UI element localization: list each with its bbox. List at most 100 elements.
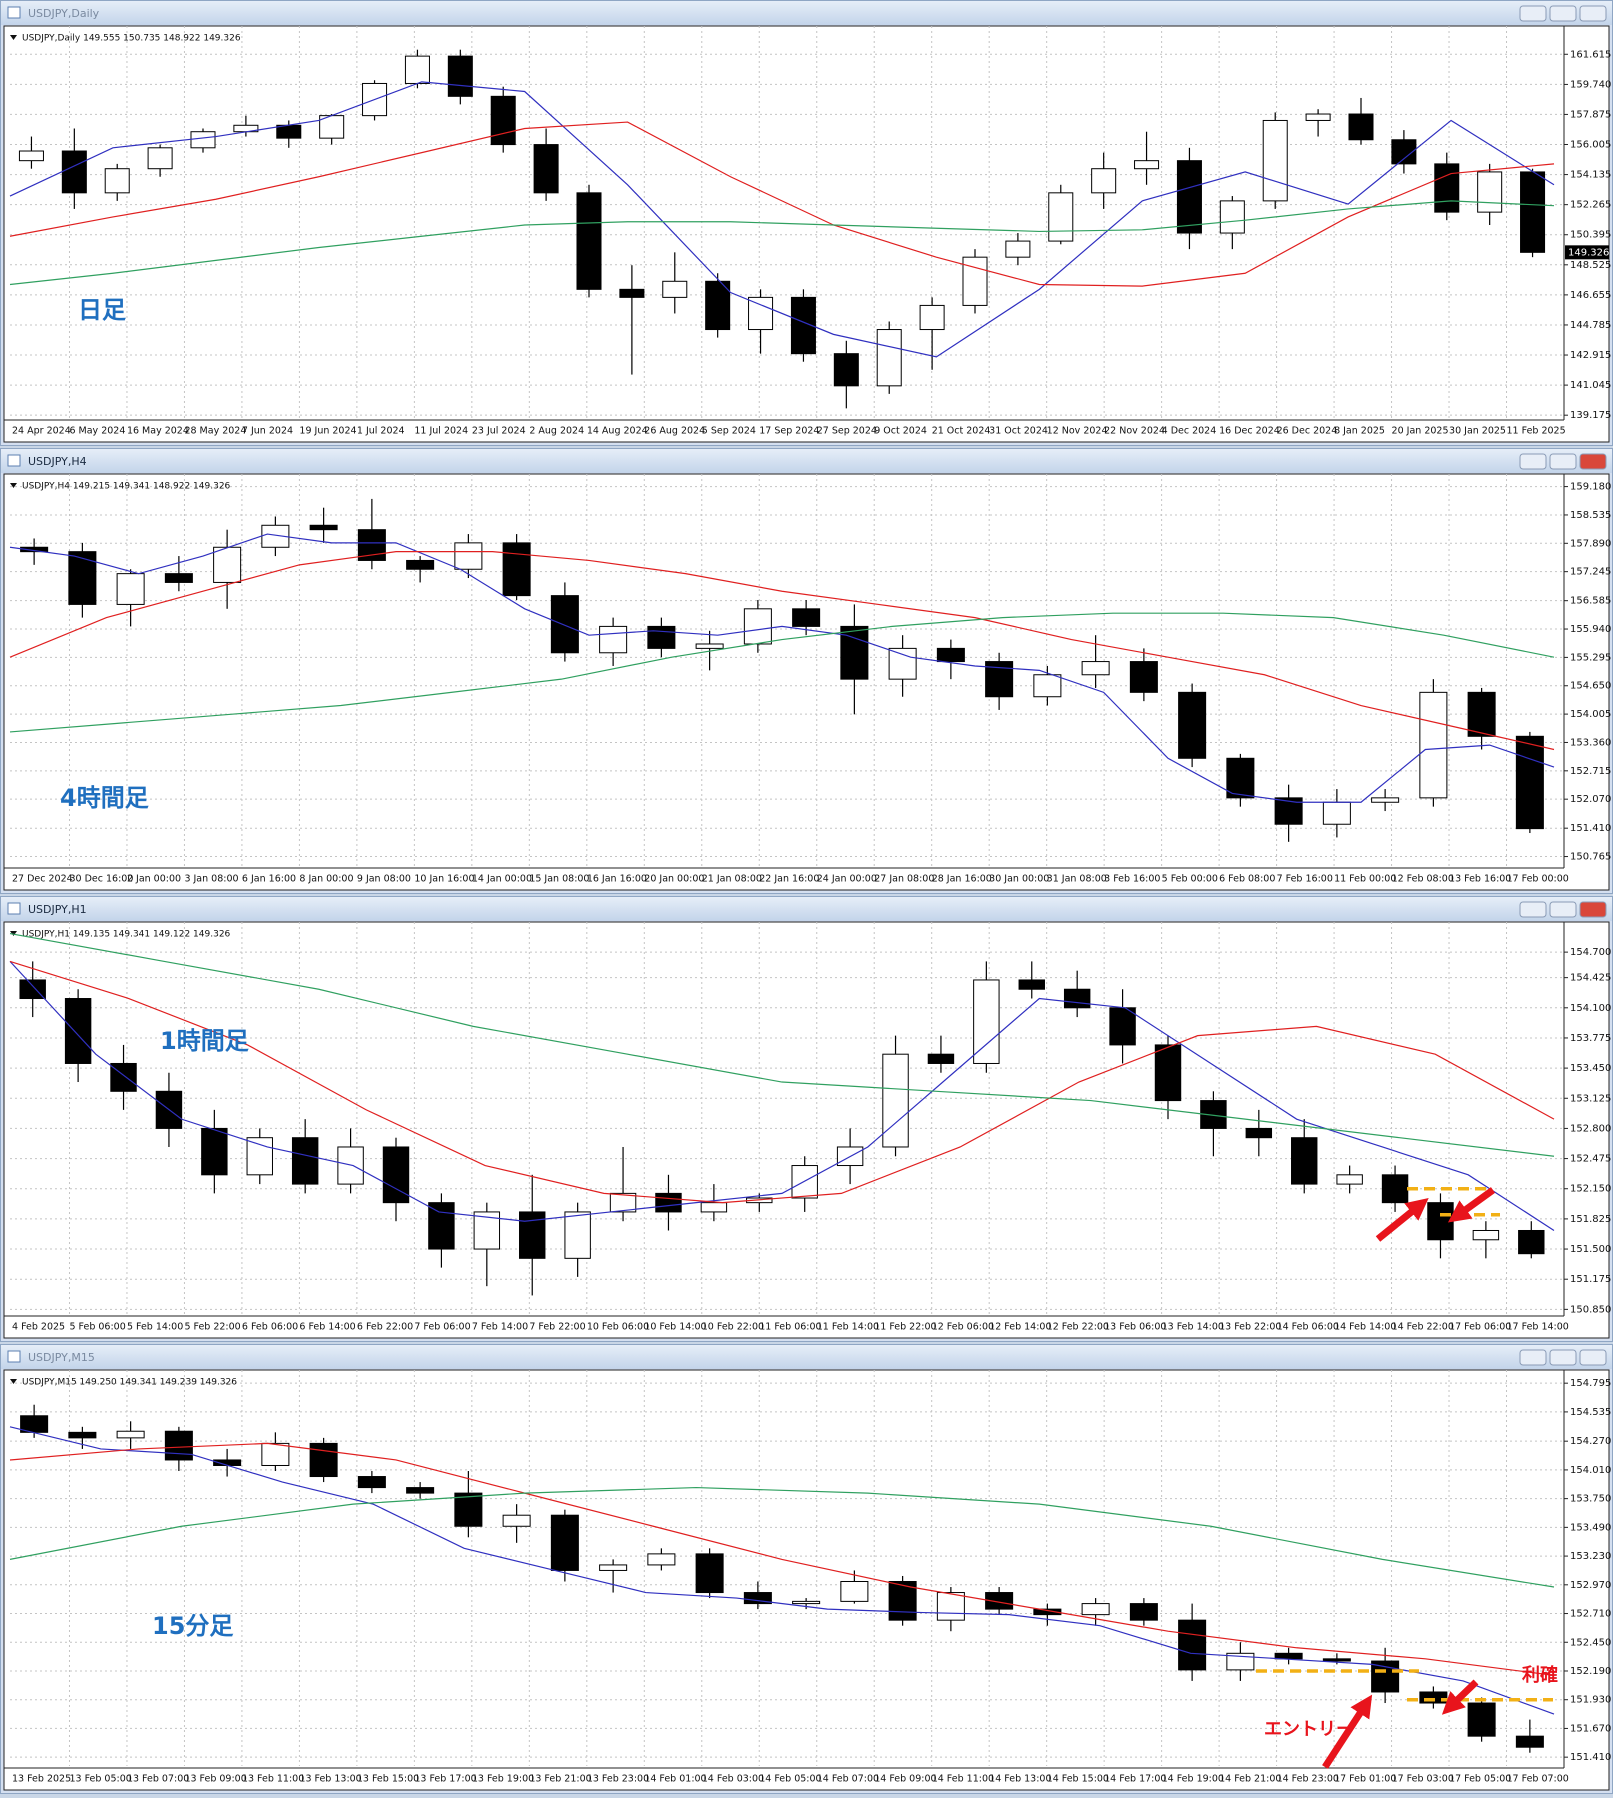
candle-body	[743, 1592, 772, 1605]
x-tick-label: 2 Jan 00:00	[127, 874, 181, 885]
y-tick-label: 146.655	[1570, 290, 1611, 301]
y-tick-label: 157.875	[1570, 109, 1611, 120]
candle-body	[973, 979, 1000, 1064]
y-tick-label: 151.930	[1570, 1695, 1611, 1706]
y-tick-label: 151.670	[1570, 1723, 1611, 1734]
candle-body	[1219, 200, 1245, 234]
x-tick-label: 6 Feb 22:00	[357, 1322, 413, 1333]
window-button[interactable]	[1579, 5, 1607, 22]
candle-body	[406, 559, 435, 570]
chart-area	[3, 921, 1610, 1339]
timeframe-label: 1時間足	[160, 1027, 249, 1055]
x-tick-label: 12 Feb 22:00	[1047, 1322, 1109, 1333]
candle-body	[1419, 691, 1448, 799]
candle-body	[1381, 1174, 1409, 1204]
y-tick-label: 159.180	[1570, 482, 1611, 493]
arrow	[1447, 1187, 1496, 1223]
candle-body	[927, 1053, 955, 1064]
y-tick-label: 148.525	[1570, 260, 1611, 271]
window-button[interactable]	[1579, 901, 1607, 918]
x-tick-label: 14 Feb 07:00	[817, 1774, 879, 1785]
x-tick-label: 13 Feb 06:00	[1104, 1322, 1166, 1333]
candle-body	[201, 1127, 228, 1176]
candle-body	[1005, 240, 1031, 258]
window-button[interactable]	[1519, 453, 1547, 470]
candle-body	[406, 1487, 435, 1494]
chart-area	[3, 25, 1610, 443]
candle-body	[164, 1430, 193, 1461]
window-button[interactable]	[1519, 1349, 1547, 1366]
x-tick-label: 6 Feb 06:00	[242, 1322, 298, 1333]
candle-body	[550, 1514, 579, 1571]
x-tick-label: 5 Feb 00:00	[1162, 874, 1218, 885]
x-tick-label: 28 May 2024	[184, 426, 246, 437]
y-tick-label: 159.740	[1570, 79, 1611, 90]
candle-body	[1178, 1619, 1207, 1671]
x-tick-label: 23 Jul 2024	[472, 426, 526, 437]
candle-body	[1129, 661, 1158, 693]
y-tick-label: 142.915	[1570, 350, 1611, 361]
candle-body	[1274, 1652, 1303, 1660]
x-tick-label: 16 Jan 16:00	[587, 874, 647, 885]
y-tick-label: 151.410	[1570, 823, 1611, 834]
window-button[interactable]	[1579, 453, 1607, 470]
x-tick-label: 14 Feb 17:00	[1104, 1774, 1166, 1785]
candle-body	[1178, 691, 1207, 759]
candle-body	[1322, 801, 1351, 825]
candle-body	[962, 256, 988, 306]
x-tick-label: 17 Feb 05:00	[1449, 1774, 1511, 1785]
window-button[interactable]	[1549, 5, 1577, 22]
window-button[interactable]	[1549, 901, 1577, 918]
y-tick-label: 150.395	[1570, 230, 1611, 241]
y-tick-label: 151.410	[1570, 1752, 1611, 1763]
x-tick-label: 26 Aug 2024	[644, 426, 705, 437]
x-tick-label: 15 Jan 08:00	[529, 874, 589, 885]
arrow	[1375, 1197, 1429, 1242]
y-tick-label: 158.535	[1570, 510, 1611, 521]
candle-body	[309, 1442, 338, 1478]
y-tick-label: 153.450	[1570, 1063, 1611, 1074]
window-button[interactable]	[1579, 1349, 1607, 1366]
candle-body	[936, 647, 965, 663]
window-icon	[7, 1350, 21, 1363]
window-button[interactable]	[1549, 1349, 1577, 1366]
x-tick-label: 14 Feb 23:00	[1277, 1774, 1339, 1785]
x-tick-label: 5 Feb 14:00	[127, 1322, 183, 1333]
candle-body	[1305, 113, 1331, 121]
x-tick-label: 21 Oct 2024	[932, 426, 991, 437]
window-title: USDJPY,M15	[28, 1351, 95, 1364]
y-tick-label: 161.615	[1570, 49, 1611, 60]
candle-body	[599, 625, 628, 654]
candle-body	[1322, 1658, 1351, 1662]
x-tick-label: 27 Jan 08:00	[874, 874, 934, 885]
x-tick-label: 6 Feb 14:00	[299, 1322, 355, 1333]
x-tick-label: 13 Feb 14:00	[1162, 1322, 1224, 1333]
candle-body	[619, 288, 645, 298]
candle-body	[1226, 1652, 1255, 1671]
y-tick-label: 152.265	[1570, 200, 1611, 211]
y-tick-label: 154.010	[1570, 1465, 1611, 1476]
candle-body	[1245, 1127, 1273, 1139]
y-tick-label: 153.775	[1570, 1033, 1611, 1044]
chart-window: USDJPY,Daily 161.615 159.740 157.875 156.005…	[0, 0, 1613, 446]
y-tick-label: 154.535	[1570, 1407, 1611, 1418]
candle-body	[1262, 119, 1288, 202]
x-tick-label: 7 Feb 22:00	[529, 1322, 585, 1333]
candle-body	[1081, 1603, 1110, 1616]
y-tick-label: 152.715	[1570, 766, 1611, 777]
candle-body	[1434, 163, 1460, 213]
window-button[interactable]	[1549, 453, 1577, 470]
window-icon	[7, 902, 21, 915]
window-button[interactable]	[1519, 901, 1547, 918]
candle-body	[1336, 1174, 1363, 1185]
candle-body	[276, 124, 302, 139]
x-tick-label: 10 Jan 16:00	[414, 874, 474, 885]
candle-body	[1477, 171, 1503, 213]
moving-average	[9, 1442, 1555, 1677]
window-button[interactable]	[1519, 5, 1547, 22]
x-tick-label: 5 Sep 2024	[702, 426, 756, 437]
candle-body	[213, 546, 242, 583]
y-tick-label: 156.005	[1570, 140, 1611, 151]
x-tick-label: 12 Feb 14:00	[989, 1322, 1051, 1333]
